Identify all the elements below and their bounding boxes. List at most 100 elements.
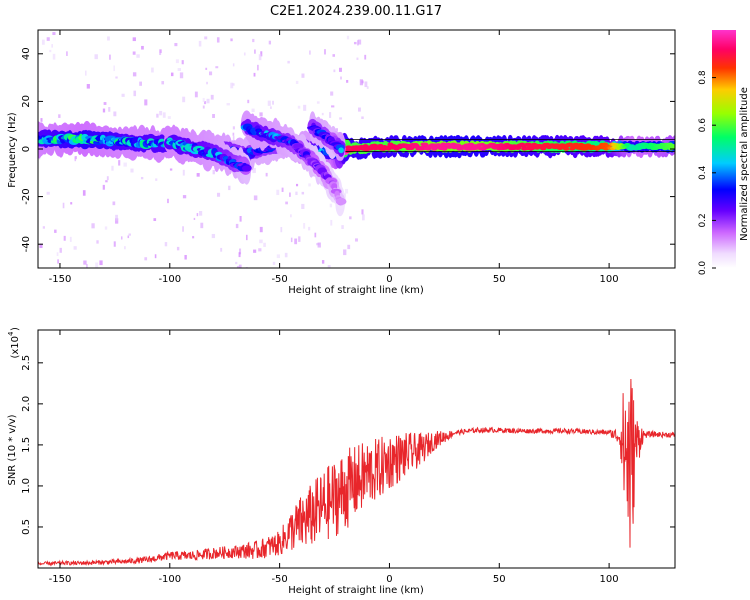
noise-speck xyxy=(287,60,290,64)
noise-speck xyxy=(193,217,196,220)
noise-speck xyxy=(73,246,77,250)
noise-speck xyxy=(200,222,204,229)
noise-speck xyxy=(167,198,169,204)
noise-speck xyxy=(301,203,305,209)
noise-speck xyxy=(341,225,344,229)
noise-speck xyxy=(52,53,56,60)
noise-speck xyxy=(254,49,256,54)
noise-speck xyxy=(303,104,307,111)
noise-speck xyxy=(243,52,246,56)
noise-speck xyxy=(205,67,208,70)
noise-speck xyxy=(164,242,168,247)
noise-speck xyxy=(361,80,364,84)
noise-speck xyxy=(174,42,178,47)
noise-speck xyxy=(82,190,86,196)
noise-speck xyxy=(54,229,57,233)
noise-speck xyxy=(209,71,213,76)
noise-speck xyxy=(182,169,185,176)
noise-speck xyxy=(85,70,87,76)
noise-speck xyxy=(63,235,66,241)
noise-speck xyxy=(40,118,43,122)
noise-speck xyxy=(321,112,324,116)
snr-x-tick-label: 100 xyxy=(600,574,619,585)
noise-speck xyxy=(113,241,116,247)
noise-speck xyxy=(364,81,368,88)
noise-speck xyxy=(357,39,362,45)
noise-speck xyxy=(252,38,255,43)
noise-speck xyxy=(144,99,148,106)
noise-speck xyxy=(343,249,347,256)
noise-speck xyxy=(235,261,238,265)
noise-speck xyxy=(132,37,136,42)
snr-y-scale-label: (x10 xyxy=(10,336,21,359)
snr-y-tick-label: 2.0 xyxy=(21,396,32,412)
noise-speck xyxy=(312,174,315,177)
snr-x-tick-label: 50 xyxy=(493,574,506,585)
noise-speck xyxy=(364,54,367,60)
spectral-blob xyxy=(422,142,429,147)
noise-speck xyxy=(184,254,187,260)
noise-speck xyxy=(270,106,272,109)
noise-speck xyxy=(321,260,325,264)
noise-speck xyxy=(105,180,108,183)
snr-y-label: SNR (10 * v/v) xyxy=(7,414,18,485)
noise-speck xyxy=(41,39,45,45)
noise-speck xyxy=(133,90,137,97)
spectrogram-panel: -150 -100 -50 0 50 100 -40 -20 0 20 40 Height of … xyxy=(7,29,676,296)
noise-speck xyxy=(113,65,115,72)
noise-speck xyxy=(176,246,180,251)
spectrogram-heatmap xyxy=(38,32,675,268)
noise-speck xyxy=(51,44,53,48)
noise-speck xyxy=(357,40,359,46)
noise-speck xyxy=(216,192,221,197)
snr-panel: -150 -100 -50 0 50 100 0.5 1.0 1.5 2.0 2.5 Height… xyxy=(7,327,676,596)
noise-speck xyxy=(156,113,159,118)
snr-y-scale-close: ) xyxy=(10,327,21,331)
noise-speck xyxy=(141,45,144,50)
snr-series-line xyxy=(38,378,675,567)
snr-y-axis: 0.5 1.0 1.5 2.0 2.5 xyxy=(21,355,675,535)
noise-speck xyxy=(258,54,262,61)
noise-speck xyxy=(182,226,184,232)
colorbar-tick-label: 0.8 xyxy=(698,70,708,85)
noise-speck xyxy=(281,187,284,192)
noise-speck xyxy=(202,97,205,102)
noise-speck xyxy=(295,183,299,187)
noise-speck xyxy=(206,81,208,85)
noise-speck xyxy=(127,235,130,239)
noise-speck xyxy=(139,81,142,86)
spectrogram-y-tick-label: -20 xyxy=(21,188,32,204)
spectral-blob xyxy=(242,165,252,172)
noise-speck xyxy=(154,254,157,259)
noise-speck xyxy=(252,167,256,174)
spectrogram-x-tick-label: -50 xyxy=(271,274,287,285)
noise-speck xyxy=(159,49,162,54)
noise-speck xyxy=(58,114,61,118)
noise-speck xyxy=(263,242,266,247)
noise-speck xyxy=(295,191,298,196)
noise-speck xyxy=(235,223,239,229)
noise-speck xyxy=(202,105,205,109)
noise-speck xyxy=(338,67,342,72)
snr-y-scale: (x10 4 ) xyxy=(7,327,21,359)
noise-speck xyxy=(335,128,338,131)
spectrogram-y-tick-label: -40 xyxy=(21,236,32,252)
spectrogram-x-tick-label: -150 xyxy=(49,274,72,285)
noise-speck xyxy=(69,236,72,242)
noise-speck xyxy=(49,49,52,53)
spectral-blob xyxy=(338,147,344,154)
noise-speck xyxy=(298,236,301,242)
noise-speck xyxy=(212,114,215,118)
noise-speck xyxy=(113,111,117,117)
noise-speck xyxy=(175,59,179,64)
noise-speck xyxy=(66,51,68,56)
noise-speck xyxy=(57,259,60,264)
noise-speck xyxy=(155,178,158,181)
noise-speck xyxy=(232,63,235,67)
noise-speck xyxy=(42,226,45,229)
noise-speck xyxy=(258,248,262,252)
noise-speck xyxy=(259,112,263,117)
noise-speck xyxy=(106,176,109,181)
noise-speck xyxy=(239,248,242,255)
